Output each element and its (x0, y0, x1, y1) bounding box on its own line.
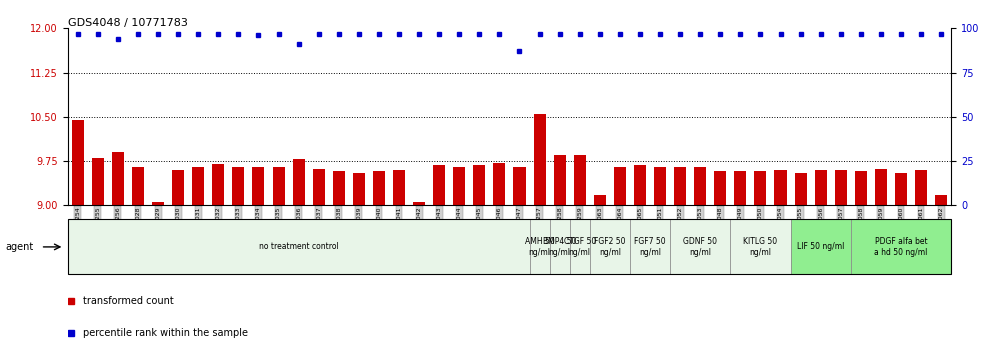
Bar (633, 165, 646, 205)
Text: no treatment control: no treatment control (259, 242, 339, 251)
Bar (714, 171, 726, 205)
Bar (252, 167, 265, 205)
Bar (795, 173, 807, 205)
Bar (353, 173, 365, 205)
Bar (670, 219, 730, 274)
Text: CTGF 50
ng/ml: CTGF 50 ng/ml (564, 237, 596, 257)
Bar (514, 167, 526, 205)
Bar (293, 159, 305, 205)
Text: LIF 50 ng/ml: LIF 50 ng/ml (797, 242, 845, 251)
Bar (413, 202, 425, 205)
Bar (935, 195, 947, 205)
Bar (629, 219, 670, 274)
Bar (530, 219, 550, 274)
Bar (791, 219, 851, 274)
Bar (835, 170, 847, 205)
Bar (273, 167, 285, 205)
Text: agent: agent (5, 242, 33, 252)
Bar (68, 219, 530, 274)
Bar (594, 195, 606, 205)
Text: GDS4048 / 10771783: GDS4048 / 10771783 (68, 18, 187, 28)
Bar (373, 171, 385, 205)
Bar (453, 167, 465, 205)
Text: BMP4 50
ng/ml: BMP4 50 ng/ml (543, 237, 577, 257)
Text: AMH 50
ng/ml: AMH 50 ng/ml (525, 237, 555, 257)
Bar (132, 167, 144, 205)
Bar (915, 170, 927, 205)
Bar (112, 152, 124, 205)
Bar (654, 167, 666, 205)
Bar (614, 167, 625, 205)
Bar (554, 155, 566, 205)
Text: percentile rank within the sample: percentile rank within the sample (84, 328, 248, 338)
Bar (754, 171, 767, 205)
Bar (212, 164, 224, 205)
Bar (550, 219, 570, 274)
Bar (152, 202, 164, 205)
Text: KITLG 50
ng/ml: KITLG 50 ng/ml (743, 237, 778, 257)
Bar (72, 120, 84, 205)
Bar (333, 171, 345, 205)
Text: FGF7 50
ng/ml: FGF7 50 ng/ml (634, 237, 665, 257)
Bar (694, 167, 706, 205)
Bar (895, 173, 907, 205)
Bar (851, 219, 951, 274)
Bar (874, 169, 886, 205)
Bar (393, 170, 405, 205)
Bar (674, 167, 686, 205)
Bar (815, 170, 827, 205)
Bar (192, 167, 204, 205)
Bar (493, 163, 505, 205)
Text: GDNF 50
ng/ml: GDNF 50 ng/ml (683, 237, 717, 257)
Bar (232, 167, 244, 205)
Bar (534, 114, 546, 205)
Bar (172, 170, 184, 205)
Bar (313, 169, 325, 205)
Bar (775, 170, 787, 205)
Bar (92, 158, 104, 205)
Text: PDGF alfa bet
a hd 50 ng/ml: PDGF alfa bet a hd 50 ng/ml (874, 237, 927, 257)
Bar (473, 165, 485, 205)
Bar (574, 155, 586, 205)
Bar (855, 171, 867, 205)
Bar (590, 219, 629, 274)
Bar (570, 219, 590, 274)
Bar (734, 171, 746, 205)
Bar (433, 165, 445, 205)
Text: FGF2 50
ng/ml: FGF2 50 ng/ml (594, 237, 625, 257)
Bar (730, 219, 791, 274)
Text: transformed count: transformed count (84, 296, 174, 306)
